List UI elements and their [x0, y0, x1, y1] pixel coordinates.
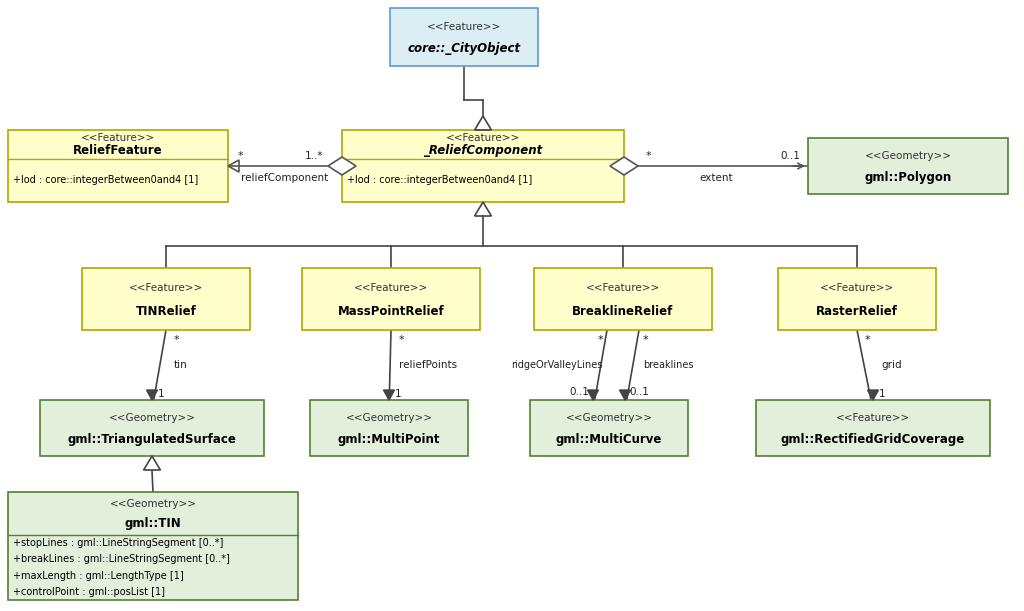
Text: <<Geometry>>: <<Geometry>> [110, 499, 197, 509]
Text: 0..1: 0..1 [629, 387, 649, 397]
Text: 1: 1 [879, 389, 886, 399]
Text: gml::RectifiedGridCoverage: gml::RectifiedGridCoverage [781, 433, 966, 445]
Text: _ReliefComponent: _ReliefComponent [423, 144, 543, 157]
Text: gml::Polygon: gml::Polygon [864, 170, 951, 184]
Text: extent: extent [699, 173, 733, 183]
Bar [8, 492, 298, 600]
Bar [342, 130, 624, 202]
Text: grid: grid [881, 360, 901, 370]
Text: ridgeOrValleyLines: ridgeOrValleyLines [512, 360, 603, 370]
Text: +maxLength : gml::LengthType [1]: +maxLength : gml::LengthType [1] [13, 571, 183, 580]
Text: *: * [645, 151, 651, 161]
Polygon shape [146, 390, 158, 400]
Text: gml::MultiPoint: gml::MultiPoint [338, 433, 440, 445]
Text: *: * [643, 335, 648, 345]
Bar [40, 400, 264, 456]
Bar [390, 8, 538, 66]
Text: TINRelief: TINRelief [135, 305, 197, 318]
Text: gml::TriangulatedSurface: gml::TriangulatedSurface [68, 433, 237, 445]
Text: +stopLines : gml::LineStringSegment [0..*]: +stopLines : gml::LineStringSegment [0..… [13, 538, 223, 548]
Text: <<Feature>>: <<Feature>> [820, 283, 894, 293]
Bar [310, 400, 468, 456]
Text: 1: 1 [395, 389, 401, 399]
Polygon shape [620, 390, 631, 400]
Text: tin: tin [174, 360, 187, 370]
Text: <<Geometry>>: <<Geometry>> [864, 151, 951, 161]
Text: 0..1: 0..1 [569, 387, 589, 397]
Text: <<Geometry>>: <<Geometry>> [345, 413, 432, 423]
Text: <<Feature>>: <<Feature>> [129, 283, 203, 293]
Text: reliefPoints: reliefPoints [399, 360, 457, 370]
Text: *: * [399, 335, 404, 345]
Text: <<Feature>>: <<Feature>> [836, 413, 910, 423]
Text: +breakLines : gml::LineStringSegment [0..*]: +breakLines : gml::LineStringSegment [0.… [13, 555, 229, 565]
Text: 0..1: 0..1 [780, 151, 800, 161]
Text: ReliefFeature: ReliefFeature [73, 144, 163, 157]
Text: RasterRelief: RasterRelief [816, 305, 898, 318]
Text: *: * [174, 335, 179, 345]
Text: BreaklineRelief: BreaklineRelief [572, 305, 674, 318]
Text: gml::MultiCurve: gml::MultiCurve [556, 433, 663, 445]
Polygon shape [588, 390, 598, 400]
Bar [530, 400, 688, 456]
Text: breaklines: breaklines [643, 360, 693, 370]
Text: <<Feature>>: <<Feature>> [81, 133, 155, 143]
Bar [8, 130, 228, 202]
Text: *: * [597, 335, 603, 345]
Text: <<Feature>>: <<Feature>> [586, 283, 660, 293]
Bar [808, 138, 1008, 194]
Text: reliefComponent: reliefComponent [242, 173, 329, 183]
Polygon shape [610, 157, 638, 175]
Bar [756, 400, 990, 456]
Text: MassPointRelief: MassPointRelief [338, 305, 444, 318]
Bar [534, 268, 712, 330]
Text: <<Feature>>: <<Feature>> [427, 21, 501, 32]
Text: core::_CityObject: core::_CityObject [408, 42, 520, 55]
Bar [778, 268, 936, 330]
Text: 1..*: 1..* [305, 151, 324, 161]
Text: +lod : core::integerBetween0and4 [1]: +lod : core::integerBetween0and4 [1] [13, 175, 199, 185]
Bar [82, 268, 250, 330]
Polygon shape [867, 390, 879, 400]
Text: 1: 1 [158, 389, 165, 399]
Text: <<Feature>>: <<Feature>> [445, 133, 520, 143]
Text: <<Geometry>>: <<Geometry>> [565, 413, 652, 423]
Text: *: * [865, 335, 870, 345]
Bar [302, 268, 480, 330]
Text: <<Geometry>>: <<Geometry>> [109, 413, 196, 423]
Polygon shape [384, 390, 394, 400]
Text: gml::TIN: gml::TIN [125, 517, 181, 530]
Polygon shape [328, 157, 356, 175]
Text: +controlPoint : gml::posList [1]: +controlPoint : gml::posList [1] [13, 587, 165, 597]
Text: +lod : core::integerBetween0and4 [1]: +lod : core::integerBetween0and4 [1] [347, 175, 532, 185]
Text: *: * [238, 151, 243, 161]
Text: <<Feature>>: <<Feature>> [354, 283, 428, 293]
